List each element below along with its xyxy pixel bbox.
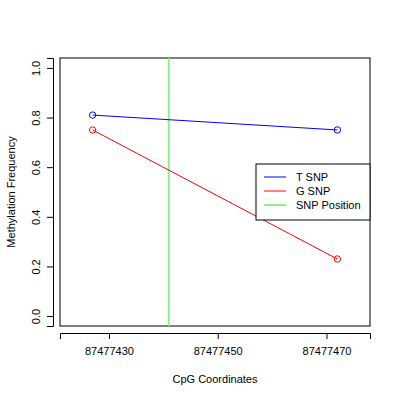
y-tick: 1.0 <box>30 61 53 76</box>
y-tick-label: 1.0 <box>30 61 42 76</box>
snp-position-line <box>168 58 170 326</box>
x-axis-title: CpG Coordinates <box>173 373 258 385</box>
y-tick-mark <box>47 316 53 317</box>
legend-swatch <box>264 191 286 192</box>
y-tick-mark <box>47 68 53 69</box>
x-tick-label: 87477430 <box>85 345 134 357</box>
legend-label: G SNP <box>296 185 330 197</box>
legend-swatch <box>264 204 286 206</box>
series-point <box>89 112 95 118</box>
y-tick-label: 0.0 <box>30 309 42 324</box>
series-line <box>93 130 338 259</box>
plot-frame <box>60 58 370 326</box>
series-point <box>89 127 95 133</box>
x-tick-mark <box>326 333 327 339</box>
y-tick: 0.4 <box>30 210 53 225</box>
series-point <box>334 256 340 262</box>
x-axis: 87477430 87477450 87477470 <box>61 333 371 357</box>
y-axis-title: Methylation Frequency <box>5 136 17 248</box>
x-tick: 87477430 <box>85 333 134 357</box>
y-tick-mark <box>47 217 53 218</box>
x-axis-line <box>61 334 371 340</box>
y-axis: 0.0 0.2 0.4 0.6 0.8 1.0 <box>30 59 54 327</box>
x-tick-mark <box>218 333 219 339</box>
legend-label: T SNP <box>296 171 328 183</box>
y-tick-mark <box>47 167 53 168</box>
legend-label: SNP Position <box>296 199 361 211</box>
y-tick-label: 0.2 <box>30 259 42 274</box>
series-line <box>93 115 338 130</box>
x-tick: 87477470 <box>303 333 352 357</box>
legend-box <box>256 164 370 220</box>
y-tick: 0.6 <box>30 160 53 175</box>
chart: 87477430 87477450 87477470 0.0 0.2 0.4 0.6 0.8 1… <box>0 0 400 400</box>
x-tick: 87477450 <box>194 333 243 357</box>
y-tick-label: 0.8 <box>30 110 42 125</box>
legend-swatch <box>264 177 286 178</box>
y-tick-label: 0.4 <box>30 210 42 225</box>
y-axis-line <box>47 59 54 327</box>
plot-area <box>89 58 340 326</box>
y-tick: 0.8 <box>30 110 53 125</box>
x-tick-label: 87477450 <box>194 345 243 357</box>
y-tick-mark <box>47 118 53 119</box>
y-tick-mark <box>47 266 53 267</box>
y-tick: 0.0 <box>30 309 53 324</box>
legend: T SNP G SNP SNP Position <box>256 164 370 220</box>
y-tick-label: 0.6 <box>30 160 42 175</box>
x-tick-label: 87477470 <box>303 345 352 357</box>
series-point <box>334 127 340 133</box>
y-tick: 0.2 <box>30 259 53 274</box>
x-tick-mark <box>109 333 110 339</box>
